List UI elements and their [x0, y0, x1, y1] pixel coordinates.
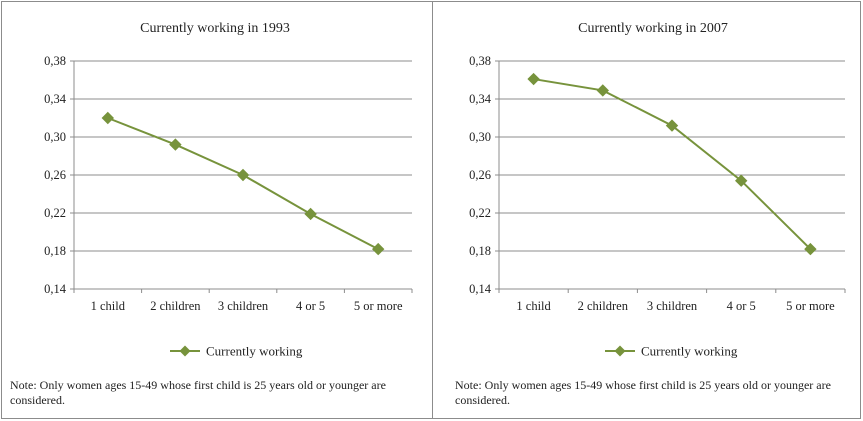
y-tick-label: 0,14 [469, 282, 492, 296]
panel-divider [432, 2, 433, 418]
data-point [236, 168, 250, 182]
y-tick-label: 0,30 [469, 130, 491, 144]
y-tick-label: 0,38 [44, 54, 66, 68]
legend-label: Currently working [206, 344, 303, 359]
x-tick-label: 3 children [647, 299, 698, 313]
x-tick-label: 3 children [218, 299, 269, 313]
data-point [169, 138, 182, 151]
x-tick-label: 4 or 5 [296, 299, 325, 313]
note-1993: Note: Only women ages 15-49 whose first … [10, 378, 386, 407]
legend-marker [179, 345, 191, 357]
y-tick-label: 0,38 [469, 54, 491, 68]
chart-title: Currently working in 1993 [140, 21, 290, 36]
x-tick-label: 1 child [516, 299, 551, 313]
series-line [107, 117, 379, 250]
y-tick-label: 0,18 [469, 244, 491, 258]
y-tick-label: 0,22 [469, 206, 491, 220]
y-tick-label: 0,26 [469, 168, 491, 182]
x-tick-label: 5 or more [786, 299, 835, 313]
data-point [734, 174, 748, 187]
x-tick-label: 1 child [91, 299, 126, 313]
x-tick-label: 4 or 5 [727, 299, 756, 313]
data-point [371, 242, 385, 256]
note-2007: Note: Only women ages 15-49 whose first … [455, 378, 831, 407]
y-tick-label: 0,22 [44, 206, 66, 220]
y-tick-label: 0,30 [44, 130, 66, 144]
y-tick-label: 0,18 [44, 244, 66, 258]
data-point [101, 111, 115, 125]
x-tick-label: 2 children [150, 299, 201, 313]
chart-panel-2007: Currently working in 2007 0,38 0,34 0,30 0,2… [433, 2, 861, 418]
series-line [533, 78, 812, 250]
data-point [304, 207, 317, 221]
legend-marker [614, 345, 626, 357]
y-tick-label: 0,26 [44, 168, 66, 182]
data-point [804, 242, 817, 256]
data-point [527, 72, 540, 86]
y-tick-label: 0,34 [469, 92, 492, 106]
legend-label: Currently working [641, 344, 738, 359]
x-tick-label: 5 or more [354, 299, 403, 313]
chart-1993: Currently working in 1993 0,38 0,34 0,30 0,2… [44, 21, 413, 359]
y-tick-label: 0,34 [44, 92, 67, 106]
x-tick-label: 2 children [578, 299, 629, 313]
data-point [665, 119, 679, 132]
y-tick-label: 0,14 [44, 282, 67, 296]
chart-title: Currently working in 2007 [578, 21, 728, 36]
data-point [596, 84, 610, 97]
chart-panel-1993: Currently working in 1993 0,38 0,34 0,30 0,2… [2, 2, 430, 418]
chart-2007: Currently working in 2007 0,38 0,34 0,30 0,2… [469, 21, 846, 359]
